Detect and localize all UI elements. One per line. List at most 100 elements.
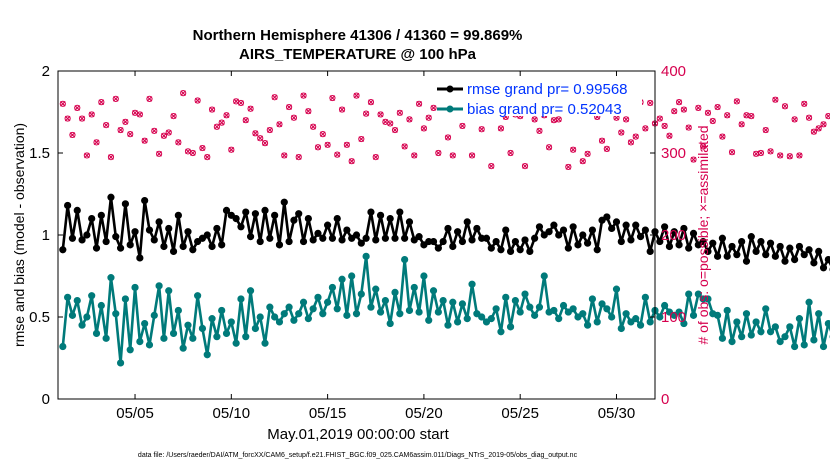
obs-assimilated-point: [435, 150, 442, 156]
rmse-point: [372, 236, 380, 244]
bias-point: [285, 303, 293, 311]
obs-assimilated-stroke: [488, 163, 495, 169]
bias-point: [92, 329, 101, 338]
obs-assimilated-stroke: [276, 121, 283, 128]
rmse-point: [771, 252, 779, 260]
bias-point: [555, 315, 563, 323]
rmse-point: [352, 231, 361, 239]
bias-point: [116, 359, 125, 367]
obs-assimilated-point: [267, 127, 273, 133]
rmse-point: [632, 221, 640, 229]
obs-possible-point: [396, 109, 403, 116]
obs-assimilated-stroke: [705, 110, 711, 116]
obs-possible-point: [786, 153, 793, 160]
bias-point: [160, 334, 168, 342]
bias-point: [314, 293, 322, 301]
obs-assimilated-stroke: [165, 129, 172, 136]
bias-point: [266, 303, 274, 311]
rmse-point: [242, 208, 250, 216]
obs-possible-point: [724, 112, 731, 119]
bias-point: [107, 274, 115, 282]
rmse-point: [800, 251, 808, 259]
rmse-point: [68, 234, 77, 242]
y-tick-label-right: 0: [661, 391, 669, 408]
obs-possible-point: [93, 139, 100, 146]
obs-possible-point: [324, 141, 331, 148]
obs-assimilated-point: [315, 144, 321, 151]
bias-point: [762, 305, 770, 313]
obs-possible-point: [488, 163, 495, 170]
obs-assimilated-stroke: [397, 110, 403, 116]
rmse-point: [333, 215, 341, 223]
bias-point: [299, 298, 308, 306]
obs-assimilated-point: [257, 135, 263, 142]
obs-possible-point: [127, 131, 134, 138]
obs-assimilated-stroke: [681, 106, 687, 113]
obs-assimilated-point: [613, 114, 620, 121]
obs-possible-point: [709, 117, 716, 125]
bias-point: [506, 323, 515, 331]
obs-assimilated-stroke: [546, 144, 552, 151]
obs-possible-point: [295, 154, 302, 161]
obs-possible-point: [507, 149, 514, 157]
obs-assimilated-stroke: [372, 154, 379, 160]
axis-ticks: 05/05 05/10 05/15 05/20 05/25 05/3000.511.520…: [29, 63, 686, 422]
obs-assimilated-stroke: [435, 150, 442, 156]
obs-possible-point: [680, 106, 687, 113]
bias-point: [222, 329, 231, 338]
bias-point: [112, 310, 120, 318]
y-tick-label-right: 100: [661, 309, 686, 326]
obs-assimilated-stroke: [743, 112, 750, 119]
bias-point: [295, 310, 303, 318]
rmse-point: [73, 206, 81, 214]
bias-point: [766, 328, 775, 336]
obs-possible-point: [478, 126, 485, 133]
obs-assimilated-point: [141, 137, 148, 144]
obs-assimilated-point: [305, 108, 312, 114]
obs-assimilated-point: [132, 110, 138, 116]
obs-possible-point: [367, 99, 375, 106]
obs-assimilated-stroke: [604, 146, 610, 152]
rmse-point: [608, 224, 616, 233]
bias-point: [468, 280, 476, 288]
obs-assimilated-stroke: [209, 106, 215, 113]
obs-assimilated-point: [214, 123, 220, 130]
bias-point: [213, 333, 221, 341]
obs-possible-point: [74, 104, 81, 112]
obs-assimilated-point: [204, 154, 211, 160]
obs-possible-point: [627, 139, 635, 146]
rmse-point: [319, 234, 327, 242]
bias-point: [805, 298, 813, 306]
obs-assimilated-point: [324, 142, 331, 148]
obs-assimilated-stroke: [353, 92, 360, 99]
rmse-point: [116, 244, 125, 252]
obs-assimilated-stroke: [584, 151, 591, 157]
obs-assimilated-point: [377, 111, 384, 118]
obs-assimilated-point: [811, 128, 817, 135]
bias-point: [218, 306, 226, 315]
obs-assimilated-point: [743, 112, 750, 119]
rmse-point: [675, 241, 683, 249]
obs-possible-point: [372, 154, 379, 161]
bias-point: [386, 319, 394, 328]
obs-assimilated-stroke: [60, 101, 66, 107]
obs-possible-point: [204, 154, 211, 161]
bias-point: [795, 315, 804, 323]
rmse-point: [112, 233, 120, 241]
rmse-point: [145, 226, 154, 234]
obs-assimilated-point: [657, 115, 663, 122]
bias-point: [319, 310, 327, 318]
rmse-point: [795, 242, 804, 251]
rmse-point: [762, 251, 770, 259]
obs-assimilated-stroke: [300, 92, 307, 99]
obs-assimilated-point: [310, 123, 316, 130]
y-tick-label: 2: [42, 63, 50, 80]
bias-point: [502, 293, 510, 301]
obs-assimilated-stroke: [782, 103, 788, 110]
rmse-point: [555, 231, 563, 239]
bias-point: [73, 297, 81, 305]
x-tick-label: 05/30: [598, 405, 636, 422]
legend-box: [438, 80, 642, 116]
bias-point: [141, 319, 149, 328]
obs-assimilated-stroke: [98, 99, 105, 105]
